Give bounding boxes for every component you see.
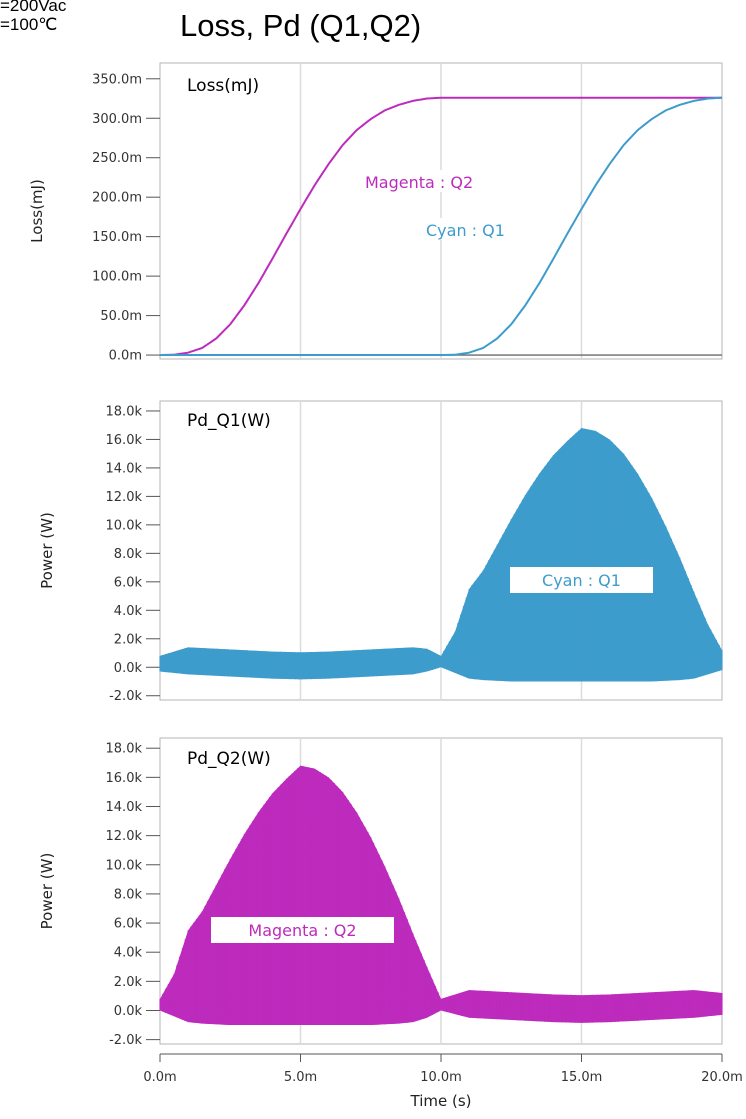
x-axis-label: Time (s) [410,1092,472,1110]
annotation-magenta: Magenta : Q2 [248,921,356,940]
y-tick-label: 350.0m [92,72,142,87]
y-tick-label: 4.0k [114,946,143,961]
annotation-cyan: Cyan : Q1 [542,571,621,590]
panel-title: Pd_Q2(W) [187,749,271,769]
y-tick-label: -2.0k [109,1033,142,1048]
x-tick-label: 0.0m [143,1070,176,1085]
y-tick-label: 12.0k [106,829,143,844]
y-axis-label: Loss(mJ) [28,179,46,243]
series-spikes-magenta [159,765,723,1026]
condition-temperature: =100℃ [0,15,58,34]
chart-panel-1: 0.0m 50.0m 100.0m 150.0m 200.0m 250.0m 300.0m 3… [28,62,723,364]
y-tick-label: 6.0k [114,917,143,932]
y-tick-label: 12.0k [106,490,143,505]
y-tick-label: 100.0m [92,270,142,285]
x-tick-label: 15.0m [561,1070,603,1085]
panel-title: Loss(mJ) [187,76,259,96]
panel-title: Pd_Q1(W) [187,411,271,431]
series-line-magenta [159,96,722,357]
y-axis-label: Power (W) [38,512,56,589]
y-tick-label: 16.0k [106,433,143,448]
y-tick-label: 6.0k [114,575,143,590]
y-axis-label: Power (W) [38,853,56,930]
y-tick-label: 14.0k [106,800,143,815]
y-tick-label: 200.0m [92,191,142,206]
series-line-cyan [160,96,723,357]
chart-panel-3: -2.0k 0.0k 2.0k 4.0k 6.0k 8.0k 10.0k 12.0k 14.0k… [38,737,743,1110]
y-tick-label: 0.0k [114,661,143,676]
y-tick-label: 18.0k [106,742,143,757]
annotation-box [211,917,394,943]
annotation-cyan: Cyan : Q1 [426,221,505,240]
y-tick-label: 18.0k [106,404,143,419]
y-tick-label: 14.0k [106,461,143,476]
y-tick-label: -2.0k [109,689,142,704]
y-tick-label: 10.0k [106,858,143,873]
y-tick-label: 2.0k [114,632,143,647]
chart-panel-2: -2.0k 0.0k 2.0k 4.0k 6.0k 8.0k 10.0k 12.0k 14.0k… [38,400,723,704]
annotation-box [510,567,653,593]
y-tick-label: 4.0k [114,604,143,619]
y-tick-label: 8.0k [114,887,143,902]
condition-input-voltage: =200Vac [0,0,67,15]
x-tick-label: 5.0m [284,1070,317,1085]
y-tick-label: 300.0m [92,112,142,127]
annotation-magenta: Magenta : Q2 [365,173,473,192]
annotation-box [359,170,499,192]
y-tick-label: 250.0m [92,151,142,166]
y-tick-label: 2.0k [114,975,143,990]
x-tick-label: 20.0m [701,1070,743,1085]
y-tick-label: 0.0m [109,349,142,364]
y-tick-label: 50.0m [100,309,142,324]
x-tick-label: 10.0m [420,1070,462,1085]
y-tick-label: 0.0k [114,1004,143,1019]
figure-title: Loss, Pd (Q1,Q2) [180,8,422,43]
y-tick-label: 8.0k [114,547,143,562]
y-tick-label: 16.0k [106,771,143,786]
y-tick-label: 10.0k [106,518,143,533]
annotation-box [420,218,520,240]
y-tick-label: 150.0m [92,230,142,245]
